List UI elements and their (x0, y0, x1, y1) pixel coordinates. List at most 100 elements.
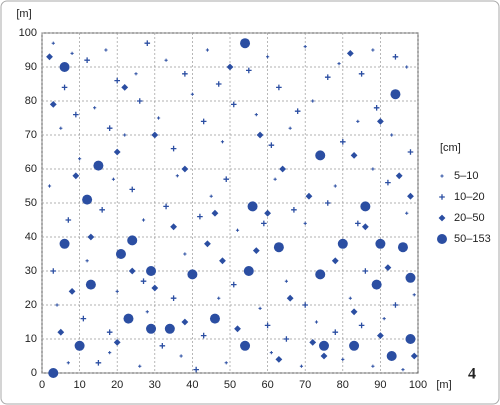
tree-point (315, 150, 326, 161)
tree-point (331, 257, 339, 265)
legend-title: [cm] (440, 142, 461, 154)
tree-point (407, 149, 414, 155)
tree-point (362, 268, 369, 274)
x-tick-label: 40 (186, 379, 198, 391)
legend-symbol (440, 174, 444, 178)
tree-point (182, 71, 188, 77)
tree-point (80, 315, 87, 322)
tree-point (275, 356, 283, 363)
tree-point (337, 62, 341, 66)
tree-point (350, 152, 358, 159)
x-tick-label: 20 (111, 379, 123, 391)
tree-point (106, 125, 113, 131)
tree-point (197, 213, 203, 220)
tree-point (256, 131, 264, 139)
tree-point (73, 111, 79, 118)
tree-point (360, 201, 371, 212)
tree-point (190, 92, 194, 96)
tree-point (205, 48, 210, 52)
tree-point (230, 101, 237, 108)
tree-point (146, 266, 157, 276)
tree-point (346, 50, 354, 57)
tree-point (164, 58, 168, 62)
tree-point (211, 209, 219, 217)
tree-point (66, 361, 70, 365)
tree-point (246, 67, 252, 74)
tree-point (319, 340, 329, 351)
tree-point (46, 53, 53, 61)
tree-point (356, 119, 360, 123)
tree-point (371, 167, 375, 171)
tree-point (261, 220, 267, 227)
tree-point (337, 238, 348, 249)
x-tick-label: 60 (261, 379, 273, 391)
tree-point (104, 48, 108, 52)
tree-point (57, 328, 65, 336)
x-tick-label: 70 (299, 379, 311, 391)
tree-point (50, 268, 57, 274)
tree-point (47, 184, 52, 188)
tree-point (123, 313, 134, 324)
tree-point (219, 257, 226, 265)
tree-point (59, 62, 70, 72)
tree-point (392, 302, 399, 308)
tree-point (170, 295, 177, 301)
x-tick-label: 10 (73, 379, 85, 391)
tree-point (140, 278, 147, 284)
tree-point (264, 209, 271, 217)
tree-point (324, 74, 331, 80)
tree-point (397, 242, 408, 253)
tree-point (136, 98, 143, 104)
tree-point (373, 105, 380, 111)
tree-point (276, 84, 282, 91)
tree-point (266, 55, 270, 59)
tree-point (412, 293, 416, 297)
tree-point (314, 320, 319, 324)
y-tick-label: 0 (31, 367, 37, 379)
tree-point (68, 288, 76, 295)
tree-point (382, 317, 386, 321)
tree-point (355, 220, 361, 227)
tree-point (70, 51, 74, 55)
tree-point (215, 81, 222, 87)
tree-point (123, 133, 127, 137)
tree-point (302, 302, 308, 308)
tree-point (294, 108, 301, 114)
tree-point (170, 223, 177, 231)
tree-point (332, 329, 339, 335)
tree-point (106, 329, 113, 335)
tree-point (385, 179, 391, 186)
tree-point (87, 233, 95, 241)
tree-point (183, 252, 187, 256)
tree-point (223, 176, 230, 182)
tree-point (187, 269, 198, 280)
tree-point (288, 126, 292, 130)
tree-point (377, 118, 384, 125)
tree-point (82, 194, 93, 205)
tree-point (410, 352, 418, 360)
tree-point (405, 272, 416, 283)
tree-point (273, 242, 284, 253)
tree-point (59, 126, 63, 130)
y-tick-label: 90 (25, 61, 37, 73)
tree-point (144, 40, 151, 46)
tree-point (269, 351, 273, 355)
x-tick-label: 90 (374, 379, 386, 391)
tree-point (163, 203, 169, 210)
tree-point (164, 323, 175, 334)
tree-point (361, 223, 369, 231)
tree-point (252, 247, 260, 254)
tree-point (129, 186, 136, 193)
tree-point (145, 310, 149, 314)
tree-point (405, 334, 416, 344)
tree-point (299, 364, 304, 368)
y-tick-label: 70 (25, 129, 37, 141)
tree-point (284, 279, 288, 283)
tree-point (348, 296, 352, 300)
tree-point (291, 207, 297, 213)
tree-point (74, 340, 85, 351)
tree-point (114, 77, 120, 84)
tree-point (226, 63, 234, 71)
legend-symbol (437, 234, 447, 244)
tree-point (371, 364, 375, 368)
